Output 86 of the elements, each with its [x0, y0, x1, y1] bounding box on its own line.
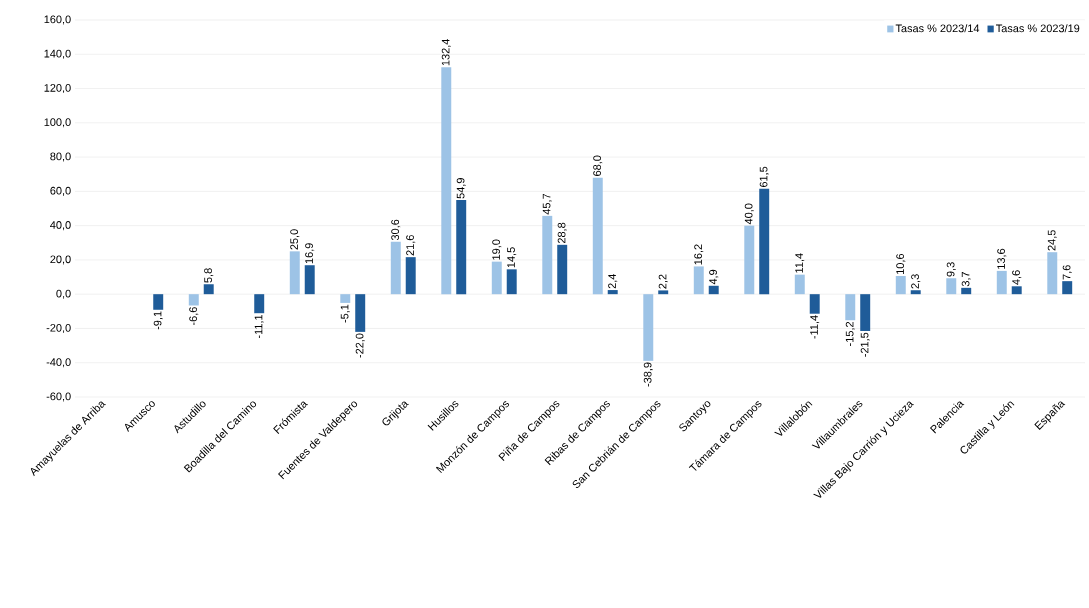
data-label: 4,6 — [1012, 270, 1022, 285]
data-label: -5,1 — [340, 304, 350, 323]
bar — [607, 290, 618, 295]
bar — [340, 294, 351, 303]
bar — [1062, 281, 1073, 295]
bar — [355, 294, 366, 332]
bar — [405, 257, 416, 295]
bar — [658, 290, 669, 295]
data-label: 28,8 — [557, 222, 567, 244]
data-label: 30,6 — [391, 219, 401, 241]
data-label: 25,0 — [290, 229, 300, 250]
bar — [289, 251, 300, 295]
data-label: 7,6 — [1062, 265, 1072, 280]
bar — [708, 285, 719, 295]
data-label: -22,0 — [355, 333, 365, 358]
y-tick-label: 120,0 — [44, 84, 71, 94]
data-label: -11,1 — [254, 314, 264, 339]
data-label: 2,3 — [911, 274, 921, 289]
bar — [304, 265, 315, 295]
bar — [592, 177, 603, 295]
y-tick-label: 60,0 — [50, 186, 71, 196]
bar — [557, 244, 568, 295]
data-label: -15,2 — [845, 321, 855, 346]
bar — [441, 67, 452, 295]
y-tick-label: 0,0 — [56, 289, 71, 299]
data-label: 16,9 — [305, 243, 315, 264]
legend-label: Tasas % 2023/14 — [895, 24, 980, 33]
bar — [203, 284, 214, 295]
bar — [860, 294, 871, 332]
bar — [946, 278, 957, 295]
bar — [1047, 252, 1058, 295]
data-label: 4,9 — [709, 269, 719, 285]
bar — [643, 294, 654, 361]
data-label: -6,6 — [189, 307, 199, 326]
bar — [506, 269, 517, 295]
bar — [254, 294, 265, 314]
y-tick-label: 160,0 — [44, 15, 71, 25]
data-label: 10,6 — [896, 253, 906, 274]
data-label: -9,1 — [153, 311, 163, 330]
bar — [542, 215, 553, 295]
data-label: 24,5 — [1047, 230, 1057, 251]
bar — [153, 294, 164, 310]
data-label: -38,9 — [643, 362, 653, 387]
data-label: 21,6 — [406, 235, 416, 256]
data-label: 61,5 — [759, 166, 769, 188]
y-tick-label: 40,0 — [50, 221, 71, 231]
y-tick-label: 80,0 — [50, 152, 71, 162]
bar — [809, 294, 820, 314]
data-label: 54,9 — [456, 178, 466, 199]
data-label: 19,0 — [492, 239, 502, 260]
data-label: 2,2 — [658, 274, 668, 289]
data-label: 16,2 — [694, 244, 704, 265]
y-tick-label: 20,0 — [50, 255, 71, 265]
bar — [895, 276, 906, 295]
data-label: 3,7 — [961, 271, 971, 287]
data-label: -21,5 — [860, 332, 870, 357]
bar — [961, 287, 972, 295]
data-label: 2,4 — [608, 273, 618, 289]
y-tick-label: 100,0 — [44, 118, 71, 128]
data-label: 11,4 — [795, 253, 805, 273]
bar — [390, 241, 401, 295]
legend-label: Tasas % 2023/19 — [995, 24, 1080, 33]
y-tick-label: -20,0 — [46, 323, 71, 333]
bar — [491, 261, 502, 295]
data-label: 5,8 — [204, 268, 214, 283]
bar — [910, 290, 921, 295]
bar — [996, 270, 1007, 295]
bar — [693, 266, 704, 295]
data-label: 13,6 — [997, 248, 1007, 269]
bar — [794, 274, 805, 295]
bar — [1011, 286, 1022, 295]
y-tick-label: 140,0 — [44, 49, 71, 59]
data-label: 68,0 — [593, 155, 603, 176]
y-tick-label: -60,0 — [46, 392, 71, 402]
bar — [188, 294, 199, 306]
bar — [456, 200, 467, 295]
bar — [845, 294, 856, 321]
bar — [759, 188, 770, 295]
bar — [744, 225, 755, 295]
data-label: 14,5 — [507, 247, 517, 268]
data-label: 9,3 — [946, 262, 956, 277]
data-label: -11,4 — [810, 315, 820, 339]
data-label: 132,4 — [441, 39, 451, 66]
y-tick-label: -40,0 — [46, 358, 71, 368]
data-label: 40,0 — [744, 203, 754, 225]
data-label: 45,7 — [542, 193, 552, 215]
